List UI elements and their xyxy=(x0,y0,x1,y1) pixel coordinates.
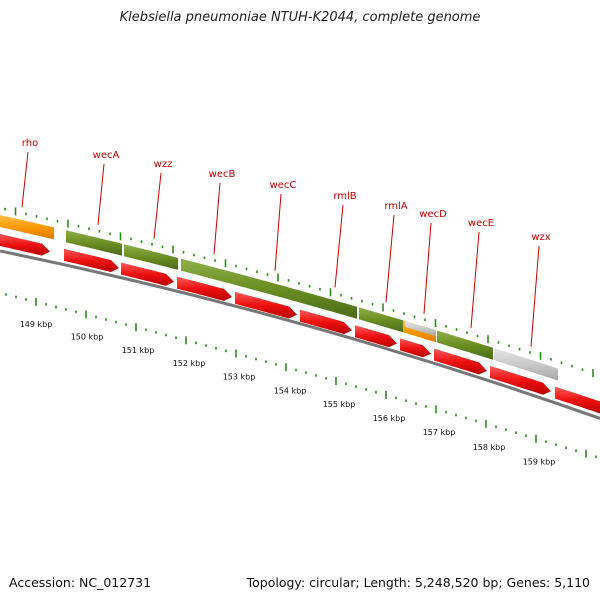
feature-block-wecE xyxy=(437,330,493,360)
cds-arrow xyxy=(400,338,431,358)
cds-arrow xyxy=(490,365,551,395)
feature-block-rho xyxy=(0,215,54,240)
gene-leader-line xyxy=(385,214,395,303)
gene-leader-line xyxy=(274,193,282,271)
gene-leader-line xyxy=(21,151,29,208)
scale-label: 155 kbp xyxy=(323,400,356,409)
cds-arrow xyxy=(555,386,600,414)
gene-leader-line xyxy=(423,222,432,314)
cds-arrow xyxy=(355,325,397,348)
genome-stats-label: Topology: circular; Length: 5,248,520 bp… xyxy=(246,575,590,590)
feature-block-wzz xyxy=(124,244,178,270)
feature-block-wecD-cap xyxy=(405,320,436,337)
genome-backbone xyxy=(0,249,600,420)
scale-label: 151 kbp xyxy=(122,346,155,355)
accession-label: Accession: NC_012731 xyxy=(9,575,152,590)
gene-label-wzz: wzz xyxy=(154,159,173,170)
cds-arrow xyxy=(0,234,50,256)
gene-leader-line xyxy=(530,245,540,347)
gene-label-rmlB: rmlB xyxy=(333,191,356,202)
cds-arrow xyxy=(434,348,487,375)
gene-label-rho: rho xyxy=(22,138,38,149)
genome-title: Klebsiella pneumoniae NTUH-K2044, comple… xyxy=(119,10,481,25)
gene-label-wecE: wecE xyxy=(468,218,494,229)
scale-label: 150 kbp xyxy=(71,333,104,342)
gene-label-wecC: wecC xyxy=(270,180,297,191)
gene-label-rmlA: rmlA xyxy=(384,201,407,212)
gene-label-wecA: wecA xyxy=(93,150,120,161)
gene-leader-line xyxy=(470,231,480,328)
scale-label: 153 kbp xyxy=(223,372,256,381)
scale-label: 152 kbp xyxy=(173,359,206,368)
feature-block-wecB-wecC xyxy=(181,258,357,319)
gene-label-wecD: wecD xyxy=(419,209,447,220)
scale-label: 149 kbp xyxy=(20,320,53,329)
scale-label: 158 kbp xyxy=(473,443,506,452)
cds-arrow xyxy=(121,262,174,286)
scale-label: 159 kbp xyxy=(523,458,556,467)
cds-arrow xyxy=(64,248,119,273)
cds-arrow xyxy=(235,291,297,319)
cds-arrow xyxy=(177,276,232,301)
scale-label: 154 kbp xyxy=(274,386,307,395)
gene-leader-line xyxy=(334,204,344,288)
scale-label: 157 kbp xyxy=(423,428,456,437)
feature-block-wecA xyxy=(66,230,122,256)
cds-arrow xyxy=(300,309,352,335)
scale-label: 156 kbp xyxy=(373,414,406,423)
gene-leader-line xyxy=(213,182,221,255)
gene-label-wecB: wecB xyxy=(209,169,236,180)
gene-leader-line xyxy=(153,172,162,239)
gene-leader-line xyxy=(97,163,105,225)
feature-block-rmlB xyxy=(359,307,403,333)
gene-label-wzx: wzx xyxy=(531,232,550,243)
feature-block-wzx xyxy=(494,348,558,381)
